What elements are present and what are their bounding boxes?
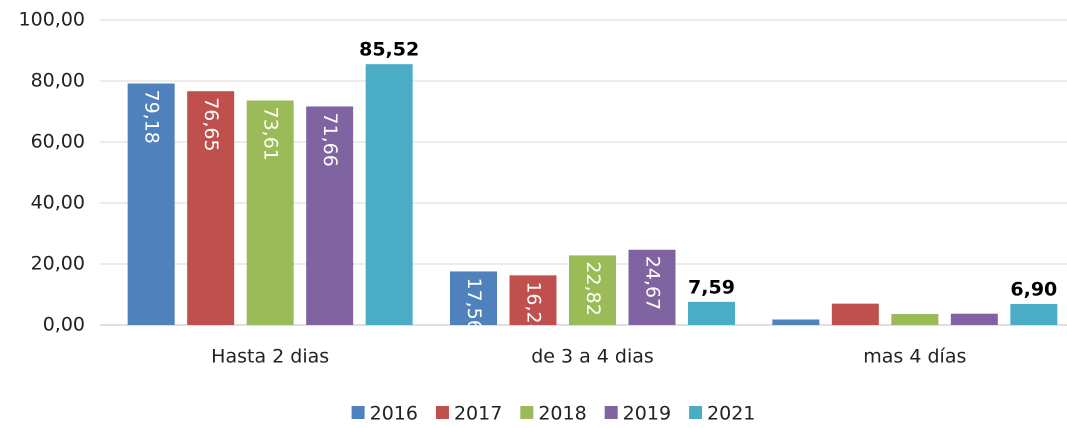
data-label: 16,28 xyxy=(523,281,545,335)
y-tick-label: 80,00 xyxy=(31,70,85,92)
legend-swatch xyxy=(604,406,618,419)
y-tick-label: 100,00 xyxy=(19,9,85,31)
y-tick-label: 60,00 xyxy=(31,131,85,153)
legend-label: 2017 xyxy=(454,403,502,425)
y-tick-label: 40,00 xyxy=(31,192,85,214)
data-label: 76,65 xyxy=(200,97,222,151)
data-label: 7,59 xyxy=(688,276,735,298)
data-label: 24,67 xyxy=(642,256,664,310)
bar xyxy=(450,271,497,325)
bar xyxy=(831,303,879,325)
bar xyxy=(246,100,294,325)
legend-swatch xyxy=(435,406,449,419)
legend-swatch xyxy=(689,406,703,419)
data-label: 6,90 xyxy=(1010,278,1057,300)
bar xyxy=(509,275,557,325)
data-label: 79,18 xyxy=(141,90,163,144)
legend-label: 2021 xyxy=(707,403,755,425)
x-tick-label: Hasta 2 dias xyxy=(211,346,329,368)
x-tick-label: mas 4 días xyxy=(863,346,966,368)
legend-label: 2018 xyxy=(538,403,586,425)
data-label: 71,66 xyxy=(319,112,341,166)
y-tick-label: 20,00 xyxy=(31,253,85,275)
x-tick-label: de 3 a 4 dias xyxy=(531,346,654,368)
bar xyxy=(772,319,820,325)
data-label: 73,61 xyxy=(260,106,282,160)
bar xyxy=(891,314,939,325)
legend-swatch xyxy=(351,406,365,419)
bar xyxy=(1010,303,1058,325)
legend-swatch xyxy=(520,406,534,419)
bar xyxy=(306,106,354,325)
data-label: 22,82 xyxy=(582,261,604,315)
bar xyxy=(688,301,735,325)
bar xyxy=(187,91,235,325)
data-label: 85,52 xyxy=(359,39,419,61)
legend: 2016 2017 2018 2019 2021 xyxy=(351,403,755,425)
legend-label: 2019 xyxy=(623,403,671,425)
bar xyxy=(950,313,998,325)
bar xyxy=(365,64,413,325)
y-tick-label: 0,00 xyxy=(43,314,85,336)
legend-label: 2016 xyxy=(370,403,418,425)
bar xyxy=(569,255,616,325)
data-label: 17,56 xyxy=(463,277,485,331)
bar xyxy=(127,83,175,325)
bar xyxy=(628,249,676,325)
